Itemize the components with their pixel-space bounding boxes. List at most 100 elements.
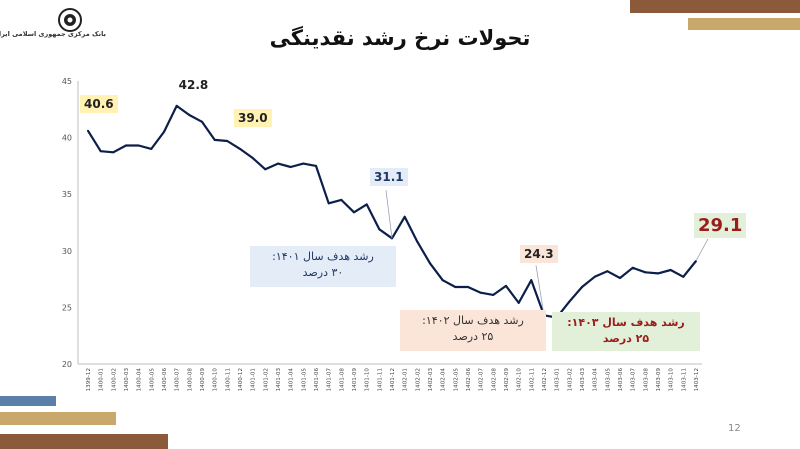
data-point	[125, 144, 127, 147]
annotation-title: رشد هدف سال ۱۴۰۱:	[272, 250, 374, 263]
x-tick-label: 1403-05	[605, 368, 611, 392]
data-point	[277, 162, 279, 165]
data-label: 40.6	[80, 94, 118, 113]
x-tick-label: 1401-11	[377, 368, 383, 392]
data-point	[657, 272, 659, 275]
data-point	[644, 271, 647, 274]
x-tick-label: 1403-03	[580, 368, 586, 392]
annotation-value: ۲۵ درصد	[602, 332, 650, 345]
data-point	[378, 228, 381, 231]
data-point	[353, 211, 355, 214]
x-tick-label: 1401-06	[314, 368, 320, 392]
data-point	[568, 300, 571, 303]
data-point	[619, 277, 621, 279]
x-tick-label: 1399-12	[86, 368, 92, 391]
y-tick-label: 25	[62, 303, 72, 312]
data-point	[403, 215, 406, 218]
data-point	[505, 284, 507, 287]
data-point	[479, 291, 482, 294]
x-tick-label: 1400-08	[187, 368, 193, 392]
x-tick-label: 1402-01	[403, 368, 409, 392]
x-tick-label: 1403-09	[656, 368, 662, 392]
data-point	[289, 166, 292, 168]
data-point	[669, 269, 672, 271]
x-tick-label: 1403-07	[631, 368, 637, 392]
annotation-value: ۳۰ درصد	[302, 266, 344, 279]
x-tick-label: 1402-11	[529, 368, 535, 392]
x-tick-label: 1402-10	[517, 368, 523, 392]
decor-band-top-right	[630, 0, 800, 13]
data-point	[365, 203, 368, 206]
data-point	[441, 279, 444, 282]
x-tick-label: 1403-02	[567, 368, 573, 391]
x-tick-label: 1403-01	[555, 368, 561, 392]
y-tick-label: 20	[62, 360, 72, 369]
x-tick-label: 1400-12	[238, 368, 244, 391]
data-point	[492, 293, 495, 296]
data-point	[99, 150, 102, 153]
data-point	[593, 275, 596, 278]
decor-band-bottom-left-gold	[0, 412, 116, 425]
data-point	[327, 202, 330, 205]
data-point	[416, 240, 419, 243]
data-point	[175, 104, 178, 107]
data-label: 24.3	[520, 245, 558, 264]
x-tick-label: 1401-04	[289, 368, 295, 392]
data-point	[239, 147, 241, 150]
x-tick-label: 1401-12	[390, 368, 396, 391]
data-point	[581, 286, 583, 288]
data-point	[251, 157, 254, 159]
x-tick-label: 1400-10	[213, 368, 219, 392]
target-annotation-1402: رشد هدف سال ۱۴۰۲: ۲۵ درصد	[400, 310, 546, 351]
x-tick-label: 1401-03	[276, 368, 282, 392]
x-tick-label: 1401-05	[301, 368, 307, 392]
x-tick-label: 1403-08	[643, 368, 649, 392]
x-tick-label: 1400-09	[200, 368, 206, 392]
data-point	[606, 270, 609, 273]
x-tick-label: 1403-11	[681, 368, 687, 392]
y-tick-label: 45	[62, 77, 72, 86]
data-point	[530, 279, 533, 282]
decor-band-bottom-left-blue	[0, 396, 56, 406]
x-tick-label: 1402-08	[491, 368, 497, 392]
annotation-title: رشد هدف سال ۱۴۰۲:	[422, 314, 524, 327]
x-tick-label: 1403-04	[593, 368, 599, 392]
leader-line	[695, 238, 709, 262]
data-label: 29.1	[694, 212, 747, 238]
y-tick-label: 40	[62, 134, 72, 143]
data-point	[226, 140, 229, 142]
annotation-value: ۲۵ درصد	[452, 330, 494, 343]
page-title: تحولات نرخ رشد نقدینگی	[269, 26, 531, 50]
x-tick-label: 1403-10	[669, 368, 675, 392]
data-point	[517, 301, 520, 304]
y-tick-label: 30	[62, 247, 72, 256]
data-point	[137, 144, 140, 147]
x-tick-label: 1402-07	[479, 368, 485, 392]
data-point	[631, 266, 634, 269]
data-point	[264, 168, 267, 171]
x-tick-label: 1400-07	[175, 368, 181, 392]
x-tick-label: 1402-05	[453, 368, 459, 392]
data-point	[112, 151, 115, 154]
x-tick-label: 1401-10	[365, 368, 371, 392]
data-point	[429, 262, 431, 265]
y-tick-label: 35	[62, 190, 72, 199]
x-tick-label: 1400-03	[124, 368, 130, 392]
leader-line	[535, 265, 545, 316]
decor-band-bottom-left-brown	[0, 434, 168, 449]
x-tick-label: 1402-03	[428, 368, 434, 392]
data-point	[454, 286, 457, 288]
page-number: 12	[728, 423, 741, 434]
x-tick-label: 1400-01	[99, 368, 105, 392]
x-tick-label: 1401-07	[327, 368, 333, 392]
x-tick-label: 1401-09	[352, 368, 358, 392]
data-point	[188, 114, 191, 116]
target-annotation-1403: رشد هدف سال ۱۴۰۳: ۲۵ درصد	[552, 312, 700, 351]
x-tick-label: 1401-01	[251, 368, 257, 392]
data-point	[87, 129, 89, 132]
x-tick-label: 1400-05	[149, 368, 155, 392]
decor-band-top-right-2	[688, 18, 800, 30]
x-tick-label: 1400-02	[111, 368, 117, 391]
x-tick-label: 1403-06	[618, 368, 624, 392]
